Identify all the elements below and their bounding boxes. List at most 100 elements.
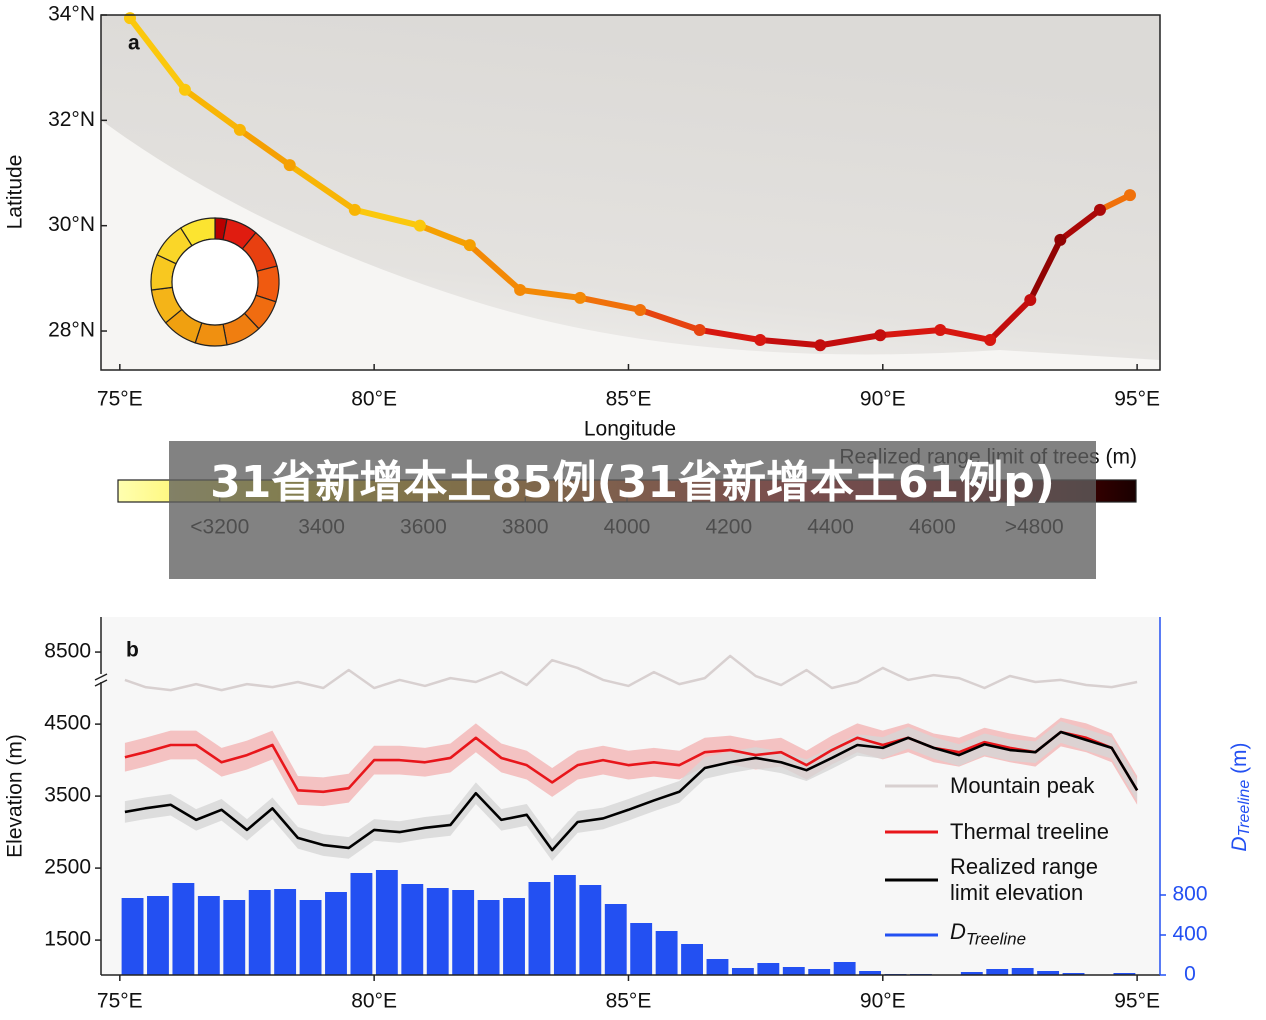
- x-tick-label: 85°E: [606, 388, 652, 411]
- series-line: [124, 730, 1139, 852]
- bar: [172, 883, 195, 975]
- treeline-point: [1093, 203, 1106, 216]
- series-line: [124, 730, 1139, 794]
- bar: [426, 888, 449, 975]
- bar: [299, 900, 322, 975]
- uncertainty-band: [124, 721, 1138, 861]
- y-tick-label: 8500: [44, 640, 91, 663]
- bar: [1037, 971, 1060, 975]
- bar: [223, 900, 246, 975]
- treeline-point: [693, 323, 706, 336]
- bar: [325, 892, 347, 975]
- banner: 31省新增本土85例(31省新增本土61例p): [169, 441, 1096, 579]
- bar: [121, 898, 144, 975]
- bar: [350, 873, 373, 975]
- treeline-segment: [354, 206, 421, 229]
- treeline-segment: [939, 327, 991, 343]
- y-axis-label: Latitude: [4, 155, 27, 230]
- treeline-point: [1024, 293, 1037, 306]
- bar: [553, 875, 576, 975]
- x-tick-label: 90°E: [860, 388, 906, 411]
- treeline-point: [754, 333, 767, 346]
- treeline-point: [463, 239, 476, 252]
- bar: [1062, 973, 1085, 975]
- bar: [503, 898, 525, 975]
- bar: [960, 972, 983, 975]
- treeline-segment: [1027, 238, 1063, 302]
- treeline-segment: [879, 326, 941, 339]
- treeline-point: [874, 329, 887, 342]
- legend-label: Realized range limit elevation: [950, 854, 1098, 905]
- legend-symbol: D: [950, 919, 966, 944]
- treeline-segment: [238, 127, 292, 168]
- bar: [731, 968, 754, 975]
- y2-axis-label: DTreeline (m): [1228, 742, 1254, 851]
- bar: [859, 971, 882, 975]
- x-tick-label: 95°E: [1114, 990, 1160, 1013]
- legend-label: Mountain peak: [950, 773, 1095, 798]
- bar: [452, 890, 475, 975]
- y2-tick-label: 400: [1172, 923, 1207, 946]
- treeline-point: [233, 123, 246, 136]
- bar: [248, 890, 271, 975]
- treeline-point: [178, 83, 191, 96]
- treeline-segment: [987, 297, 1033, 343]
- x-tick-label: 80°E: [351, 990, 397, 1013]
- x-tick-label: 75°E: [97, 388, 143, 411]
- treeline-segment: [127, 16, 188, 92]
- bar: [782, 967, 805, 975]
- treeline-segment: [579, 294, 641, 313]
- x-axis-label: Longitude: [584, 418, 676, 441]
- treeline-point: [413, 219, 426, 232]
- treeline-point: [348, 203, 361, 216]
- y2-tick-label: 0: [1184, 963, 1196, 986]
- bar: [681, 944, 703, 975]
- panel-label: b: [126, 639, 139, 662]
- bar: [655, 931, 678, 975]
- legend-label: Thermal treeline: [950, 819, 1109, 844]
- x-tick-label: 75°E: [97, 990, 143, 1013]
- legend-label: DTreeline: [950, 919, 1026, 952]
- treeline-point: [984, 333, 997, 346]
- treeline-point: [1054, 233, 1067, 246]
- y-tick-label: 34°N: [48, 3, 95, 26]
- treeline-segment: [699, 327, 761, 343]
- treeline-point: [283, 159, 296, 172]
- bar: [375, 870, 398, 975]
- bar: [604, 904, 627, 975]
- bar: [274, 889, 297, 975]
- x-tick-label: 80°E: [351, 388, 397, 411]
- treeline-segment: [467, 242, 523, 293]
- ring-inner: [171, 238, 259, 326]
- treeline-point: [1123, 189, 1136, 202]
- map-frame: [100, 14, 1161, 371]
- treeline-point: [634, 303, 647, 316]
- treeline-point: [574, 291, 587, 304]
- panel-label: a: [128, 32, 140, 55]
- treeline-point: [934, 323, 947, 336]
- y-tick-label: 30°N: [48, 213, 95, 236]
- y2-label-part: Treeline: [1236, 780, 1253, 837]
- treeline-segment: [639, 307, 701, 333]
- bar: [579, 885, 602, 975]
- x-tick-label: 90°E: [860, 990, 906, 1013]
- bar: [630, 923, 653, 975]
- treeline-segment: [288, 162, 357, 213]
- treeline-point: [514, 283, 527, 296]
- y2-tick-label: 800: [1172, 883, 1207, 906]
- bar: [706, 959, 729, 975]
- bar: [833, 962, 856, 975]
- treeline-segment: [759, 336, 821, 349]
- bar: [147, 896, 169, 975]
- bar: [401, 884, 424, 975]
- axis-break: [94, 673, 108, 687]
- treeline-segment: [819, 332, 881, 349]
- bar: [477, 900, 500, 975]
- y-tick-label: 4500: [44, 712, 91, 735]
- bar: [1113, 973, 1136, 975]
- y-axis-label: Elevation (m): [4, 734, 27, 858]
- y2-label-part: D: [1228, 836, 1251, 851]
- legend-subscript: Treeline: [965, 929, 1027, 949]
- y2-label-part: (m): [1228, 742, 1251, 779]
- y-tick-label: 3500: [44, 784, 91, 807]
